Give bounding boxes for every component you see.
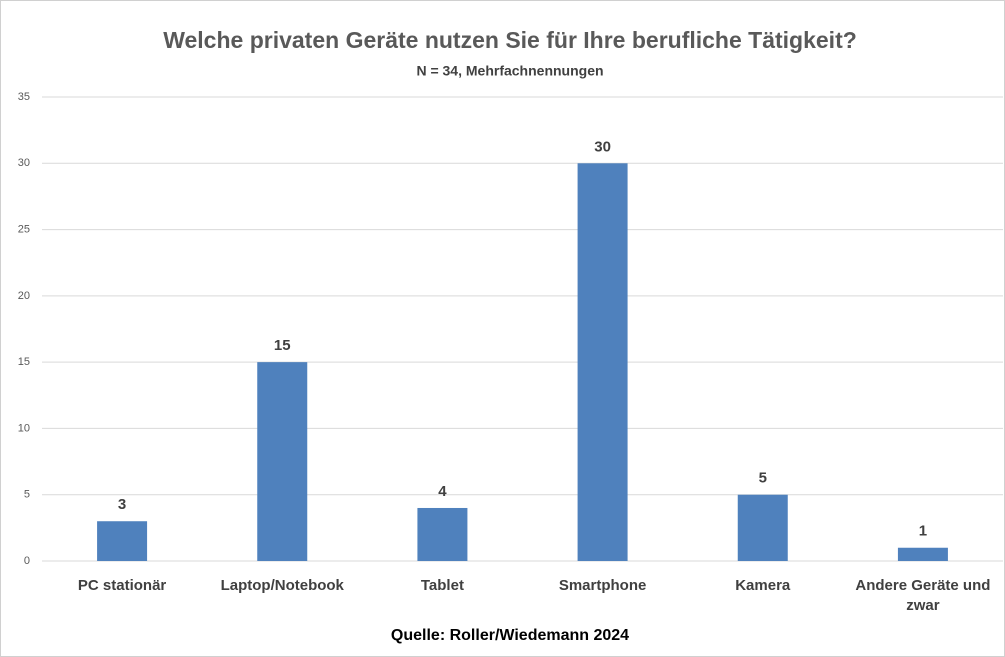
y-tick-label: 20 bbox=[18, 290, 30, 302]
y-tick-label: 5 bbox=[24, 489, 30, 501]
x-tick-label: Tablet bbox=[420, 577, 464, 594]
x-tick-label: Laptop/Notebook bbox=[220, 577, 344, 594]
source-note: Quelle: Roller/Wiedemann 2024 bbox=[391, 627, 629, 644]
y-tick-label: 30 bbox=[18, 157, 30, 169]
x-tick-label: Smartphone bbox=[558, 577, 647, 594]
data-label: 30 bbox=[594, 138, 611, 155]
data-label: 1 bbox=[919, 523, 927, 540]
data-label: 5 bbox=[759, 470, 767, 487]
data-label: 15 bbox=[274, 337, 291, 354]
x-tick-label: PC stationär bbox=[77, 577, 167, 594]
y-tick-label: 15 bbox=[18, 356, 30, 368]
bar bbox=[97, 521, 148, 561]
bar bbox=[577, 163, 628, 562]
y-tick-label: 10 bbox=[18, 422, 30, 434]
bar bbox=[897, 547, 948, 561]
bar bbox=[417, 507, 468, 561]
bar bbox=[257, 362, 308, 561]
y-tick-label: 25 bbox=[18, 223, 30, 235]
data-label: 3 bbox=[118, 496, 126, 513]
x-tick-label: Andere Geräte und zwar bbox=[855, 577, 991, 614]
chart-subtitle: N = 34, Mehrfachnennungen bbox=[416, 63, 603, 79]
data-label: 4 bbox=[438, 483, 447, 500]
y-tick-label: 35 bbox=[18, 91, 30, 103]
x-tick-label: Kamera bbox=[735, 577, 791, 594]
bar bbox=[737, 494, 788, 561]
y-tick-label: 0 bbox=[24, 555, 30, 567]
chart-title: Welche privaten Geräte nutzen Sie für Ih… bbox=[163, 27, 857, 53]
